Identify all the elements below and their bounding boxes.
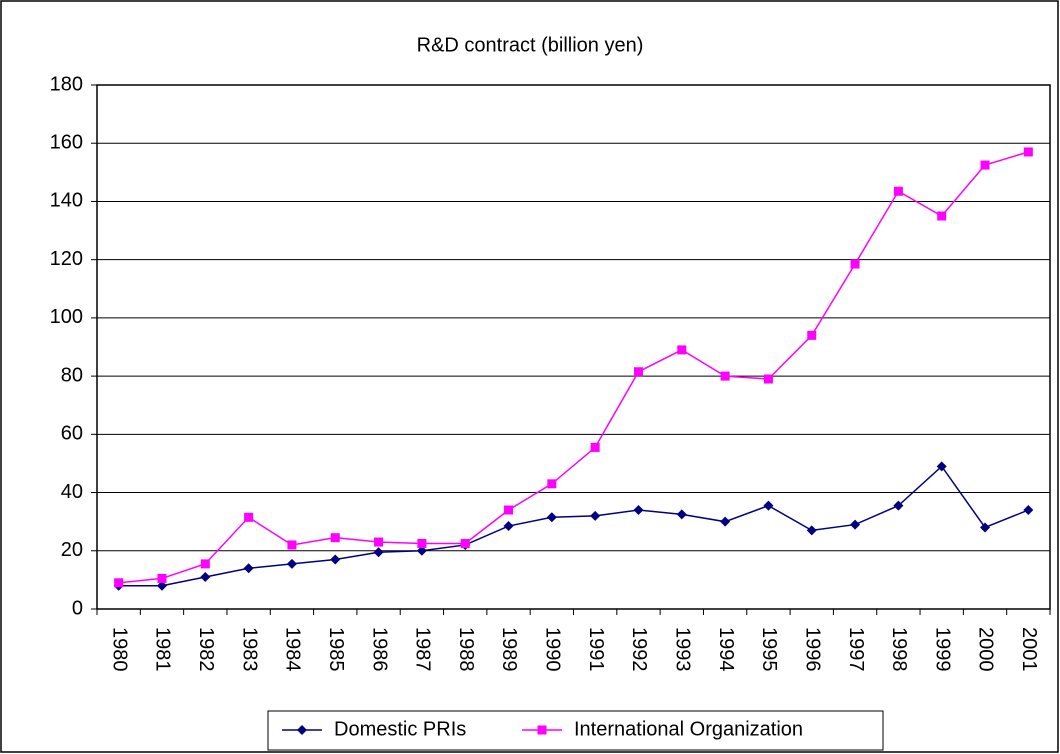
marker	[980, 522, 991, 533]
legend-label: Domestic PRIs	[334, 718, 466, 740]
marker	[286, 558, 297, 569]
marker	[677, 345, 687, 355]
marker	[1023, 147, 1033, 157]
x-tick-label: 1984	[282, 627, 304, 672]
y-tick-label: 100	[50, 306, 83, 328]
x-tick-label: 1983	[238, 627, 260, 672]
marker	[243, 563, 254, 574]
x-tick-label: 2000	[975, 627, 997, 672]
x-tick-label: 1996	[801, 627, 823, 672]
marker	[537, 725, 547, 735]
x-tick-label: 1998	[888, 627, 910, 672]
marker	[287, 540, 297, 550]
marker	[676, 509, 687, 520]
marker	[590, 510, 601, 521]
y-tick-label: 160	[50, 132, 83, 154]
marker	[416, 545, 427, 556]
x-tick-label: 1987	[412, 627, 434, 672]
marker	[936, 461, 947, 472]
marker	[200, 571, 211, 582]
marker	[1023, 505, 1034, 516]
x-tick-label: 1981	[152, 627, 174, 672]
x-tick-label: 1989	[498, 627, 520, 672]
x-tick-label: 1993	[672, 627, 694, 672]
x-tick-label: 1985	[325, 627, 347, 672]
marker	[330, 554, 341, 565]
x-tick-label: 1995	[758, 627, 780, 672]
marker	[297, 725, 307, 735]
legend-label: International Organization	[574, 718, 803, 740]
marker	[460, 539, 470, 548]
y-tick-label: 0	[72, 597, 83, 619]
marker	[720, 516, 731, 527]
x-tick-label: 1990	[542, 627, 564, 672]
marker	[893, 186, 903, 196]
marker	[633, 505, 644, 516]
x-tick-label: 1994	[715, 627, 737, 672]
x-tick-label: 1986	[368, 627, 390, 672]
marker	[157, 573, 167, 583]
legend-box	[267, 710, 884, 751]
marker	[504, 505, 514, 515]
x-tick-label: 1980	[108, 627, 130, 672]
marker	[373, 547, 384, 558]
x-tick-label: 1982	[195, 627, 217, 672]
marker	[807, 330, 817, 340]
chart-title: R&D contract (billion yen)	[417, 34, 644, 56]
marker	[763, 374, 773, 384]
marker	[980, 160, 990, 170]
marker	[547, 479, 557, 489]
y-tick-label: 120	[50, 248, 83, 270]
marker	[937, 211, 947, 221]
y-tick-label: 60	[61, 423, 83, 445]
x-tick-label: 2001	[1018, 627, 1040, 672]
y-tick-label: 40	[61, 481, 83, 503]
marker	[330, 533, 340, 543]
marker	[546, 512, 557, 523]
marker	[893, 500, 904, 511]
marker	[200, 559, 210, 569]
y-tick-label: 80	[61, 364, 83, 386]
y-tick-label: 140	[50, 190, 83, 212]
marker	[417, 539, 427, 548]
y-tick-label: 20	[61, 539, 83, 561]
x-tick-label: 1992	[628, 627, 650, 672]
marker	[590, 442, 600, 452]
x-tick-label: 1991	[585, 627, 607, 672]
x-tick-label: 1997	[845, 627, 867, 672]
marker	[374, 537, 384, 547]
series-line	[118, 151, 1029, 584]
x-tick-label: 1988	[455, 627, 477, 672]
marker	[763, 500, 774, 511]
marker	[503, 521, 514, 532]
marker	[244, 512, 254, 522]
x-tick-label: 1999	[931, 627, 953, 672]
marker	[850, 519, 861, 530]
marker	[720, 371, 730, 381]
marker	[633, 367, 643, 377]
marker	[806, 525, 817, 536]
series-line	[118, 465, 1029, 587]
marker	[156, 580, 167, 591]
marker	[850, 259, 860, 269]
marker	[114, 578, 124, 588]
y-tick-label: 180	[50, 73, 83, 95]
